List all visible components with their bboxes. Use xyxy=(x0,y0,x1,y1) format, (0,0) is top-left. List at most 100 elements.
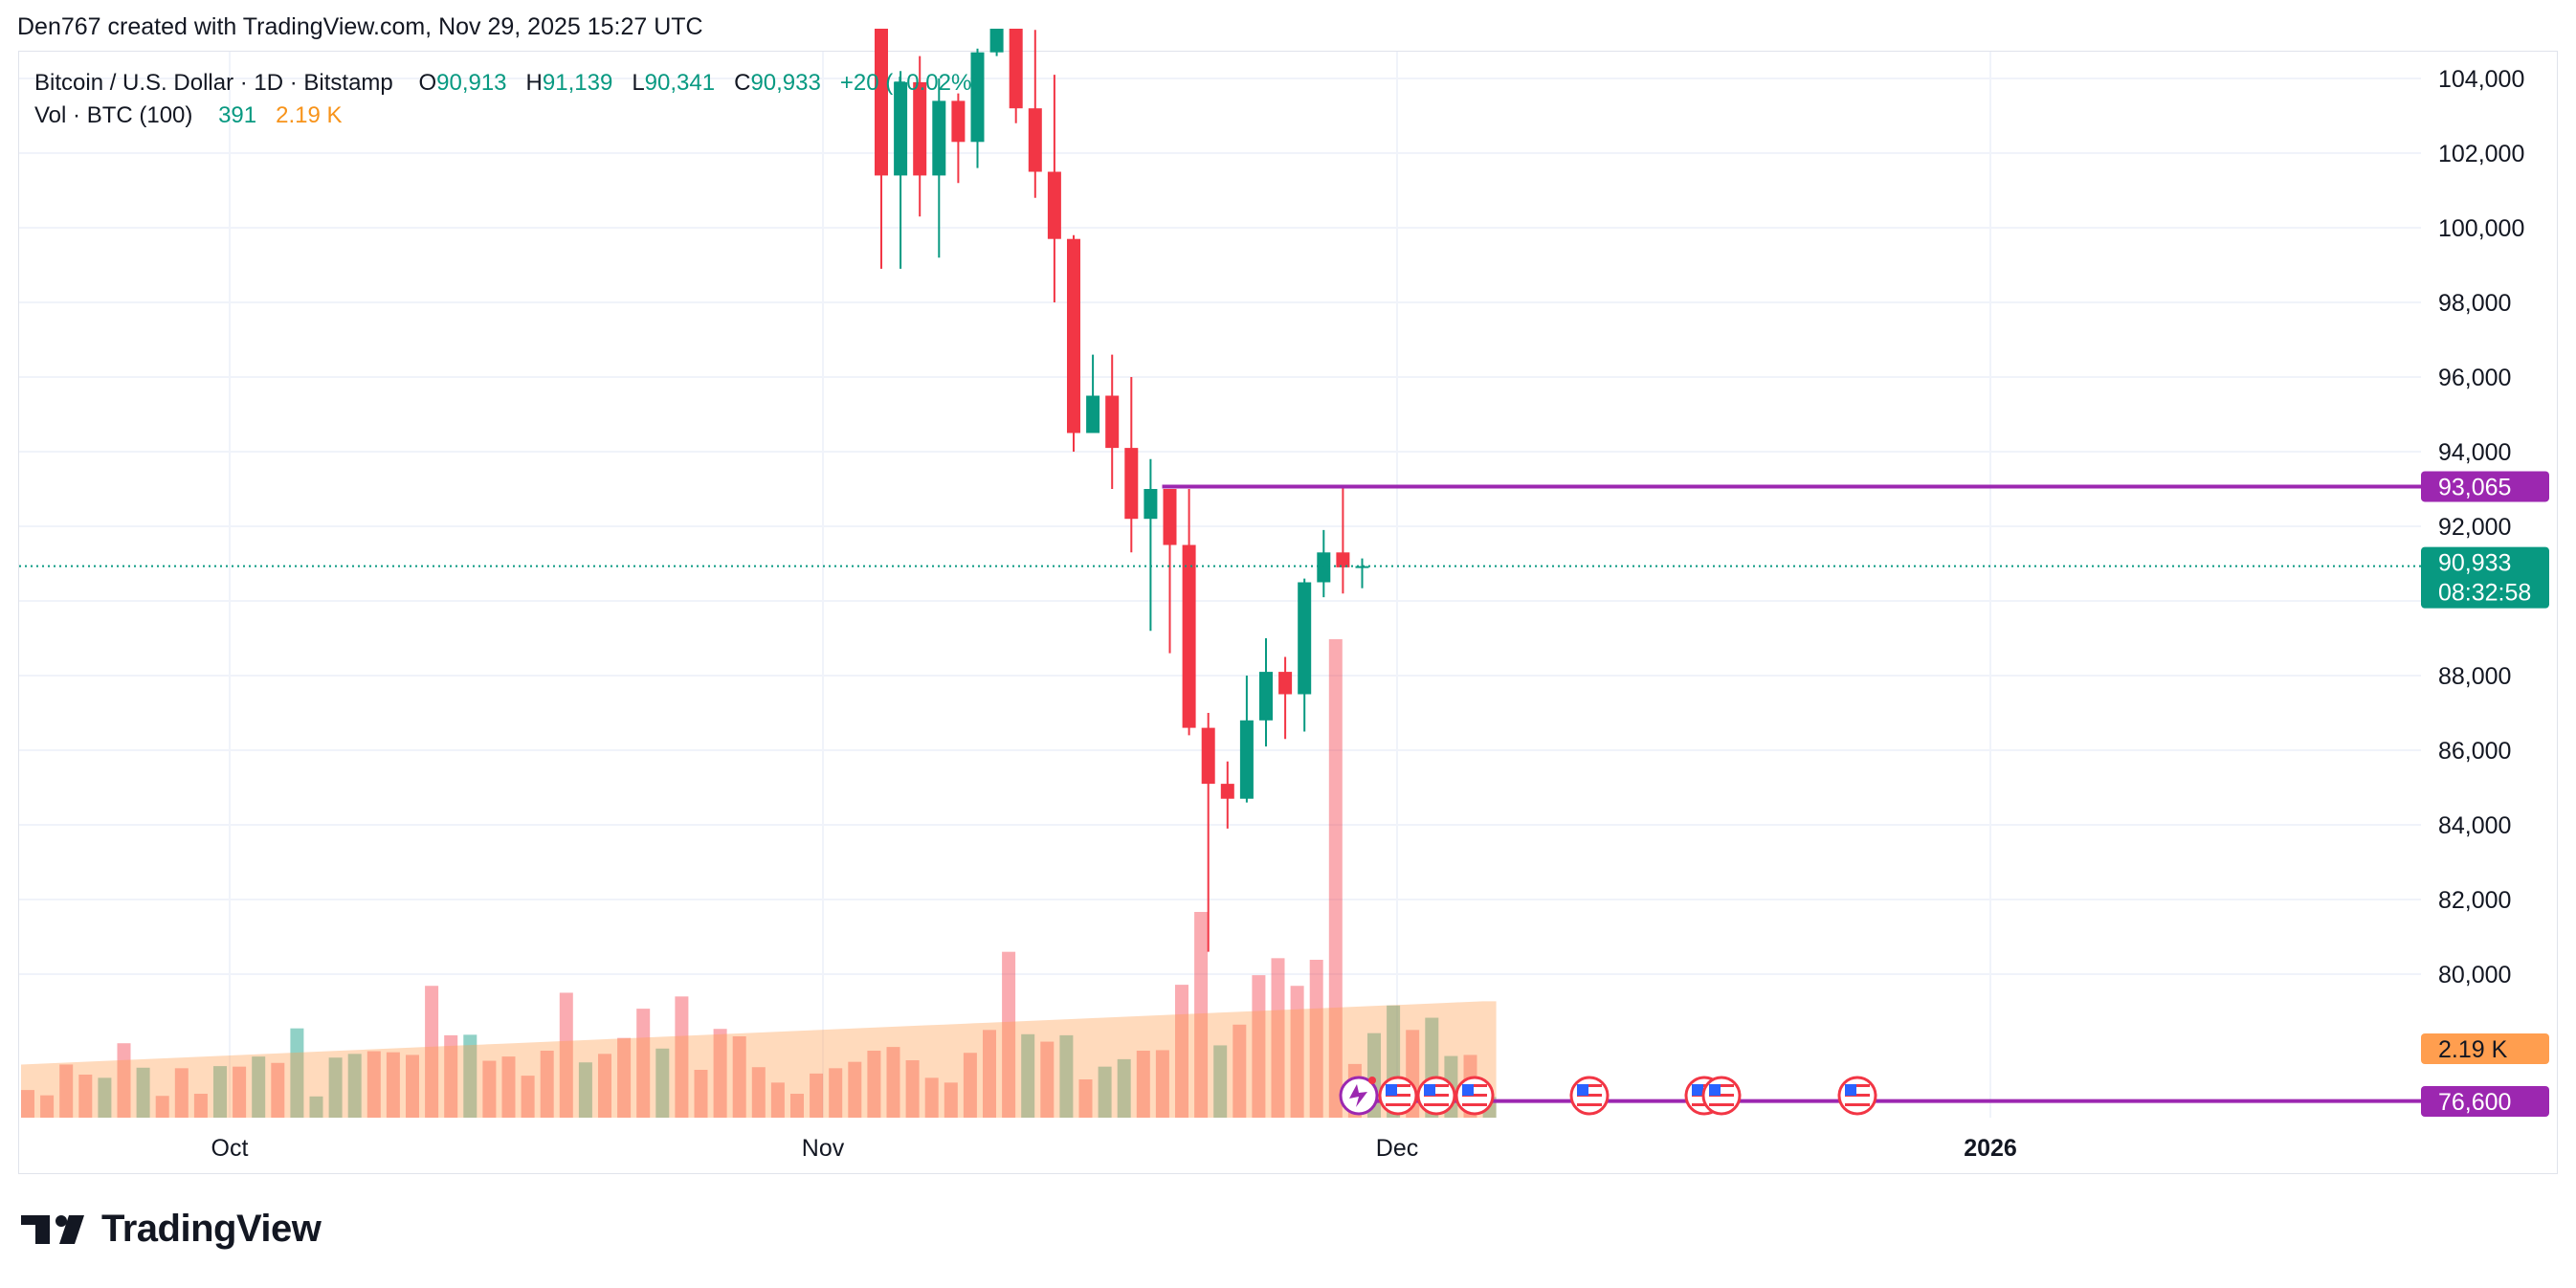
volume-bar xyxy=(1271,958,1285,1118)
volume-bar xyxy=(655,1048,670,1118)
volume-bar xyxy=(406,1055,419,1118)
volume-bar xyxy=(540,1051,554,1118)
volume-value: 391 xyxy=(218,102,257,128)
price-axis-label xyxy=(2421,1086,2549,1117)
flag-stripe xyxy=(1462,1084,1487,1087)
candle-up xyxy=(1086,395,1100,433)
volume-bar xyxy=(1194,912,1209,1118)
flag-stripe xyxy=(1577,1103,1602,1106)
open-label: O xyxy=(418,70,437,96)
candle-up xyxy=(1317,552,1331,583)
candle-down xyxy=(1182,544,1196,728)
lightning-glyph xyxy=(1349,1084,1367,1107)
chart-grid xyxy=(19,52,2421,1118)
volume-bar xyxy=(193,1094,208,1118)
flag-stripe xyxy=(1709,1103,1734,1106)
flag-stripe xyxy=(1462,1103,1487,1106)
flag-stripe xyxy=(1424,1084,1449,1087)
volume-bar xyxy=(366,1051,381,1118)
price-tick-label: 96,000 xyxy=(2438,365,2511,391)
candle-down xyxy=(875,29,888,176)
flag-canton xyxy=(1462,1084,1474,1096)
volume-bar xyxy=(1098,1066,1112,1118)
volume-bar xyxy=(751,1067,766,1118)
candle-up xyxy=(1239,720,1254,799)
price-tick-label: 98,000 xyxy=(2438,290,2511,317)
volume-bar xyxy=(810,1073,824,1118)
volume-bar xyxy=(790,1094,804,1118)
candle-down xyxy=(1067,238,1080,433)
flag-canton xyxy=(1845,1084,1856,1096)
volume-bar xyxy=(1078,1079,1093,1118)
candle-down xyxy=(1028,108,1042,172)
volume-bar xyxy=(1040,1041,1055,1118)
candle-down xyxy=(1124,448,1139,520)
candle-down xyxy=(1201,727,1215,785)
flag-stripe xyxy=(1845,1099,1870,1101)
time-tick-label: Dec xyxy=(1376,1135,1418,1162)
flag-stripe xyxy=(1462,1099,1487,1101)
price-tick-label: 86,000 xyxy=(2438,738,2511,765)
candle-up xyxy=(894,81,908,176)
high-value: 91,139 xyxy=(542,70,613,96)
candle-down xyxy=(1009,29,1023,109)
volume-indicator-name[interactable]: Vol · BTC (100) xyxy=(34,102,193,128)
flag-stripe xyxy=(1386,1094,1410,1097)
candle-down xyxy=(1163,489,1177,545)
candle-down xyxy=(913,81,927,176)
candle-up xyxy=(1298,582,1312,695)
tradingview-logo-icon xyxy=(21,1214,84,1244)
candle-up xyxy=(932,100,946,176)
volume-bar xyxy=(1002,951,1016,1118)
volume-bar xyxy=(155,1096,169,1118)
flag-stripe xyxy=(1692,1084,1717,1087)
volume-bar xyxy=(501,1056,516,1118)
flag-stripe xyxy=(1424,1103,1449,1106)
volume-ma-value: 2.19 K xyxy=(276,102,343,128)
volume-bar xyxy=(1136,1051,1150,1118)
volume-bar xyxy=(482,1060,497,1118)
us-flag-event-icon xyxy=(1455,1076,1495,1116)
candle-down xyxy=(1336,552,1350,567)
volume-bar xyxy=(290,1028,304,1118)
volume-bar xyxy=(1021,1033,1035,1118)
volume-bar xyxy=(713,1029,727,1118)
volume-bar xyxy=(617,1037,632,1118)
flag-stripe xyxy=(1709,1089,1734,1092)
candle-down xyxy=(1047,171,1061,239)
flag-canton xyxy=(1424,1084,1435,1096)
volume-bar xyxy=(598,1054,611,1118)
volume-bar xyxy=(174,1068,189,1118)
countdown-label: 08:32:58 xyxy=(2438,580,2531,607)
volume-bar xyxy=(559,992,573,1118)
flag-stripe xyxy=(1424,1094,1449,1097)
us-flag-event-icon xyxy=(1378,1076,1418,1116)
legend-volume-row: Vol · BTC (100) 391 2.19 K xyxy=(34,100,979,132)
candle-up xyxy=(1144,489,1158,520)
volume-bar xyxy=(905,1060,920,1118)
price-tick-label: 104,000 xyxy=(2438,66,2524,93)
flag-canton xyxy=(1692,1084,1703,1096)
flag-stripe xyxy=(1462,1089,1487,1092)
volume-bar xyxy=(213,1066,227,1118)
volume-bar xyxy=(1213,1045,1228,1118)
high-label: H xyxy=(525,70,543,96)
legend-ohlc-row: Bitcoin / U.S. Dollar · 1D · Bitstamp O 9… xyxy=(34,67,979,100)
volume-bar xyxy=(1155,1050,1169,1118)
volume-bar xyxy=(233,1066,247,1118)
volume-bar xyxy=(1117,1058,1131,1118)
flag-stripe xyxy=(1577,1084,1602,1087)
notification-dot xyxy=(1368,1077,1376,1084)
tradingview-logo[interactable]: TradingView xyxy=(21,1208,322,1251)
volume-bar xyxy=(1290,986,1304,1118)
flag-stripe xyxy=(1709,1099,1734,1101)
us-flag-event-icon xyxy=(1569,1076,1610,1116)
flag-stripe xyxy=(1424,1089,1449,1092)
price-axis-label xyxy=(2421,1033,2549,1064)
tradingview-logo-text: TradingView xyxy=(101,1208,322,1250)
volume-bar xyxy=(1059,1034,1074,1118)
symbol-name[interactable]: Bitcoin / U.S. Dollar · 1D · Bitstamp xyxy=(34,70,393,96)
flag-stripe xyxy=(1386,1099,1410,1101)
price-axis-label-text: 2.19 K xyxy=(2438,1036,2508,1063)
